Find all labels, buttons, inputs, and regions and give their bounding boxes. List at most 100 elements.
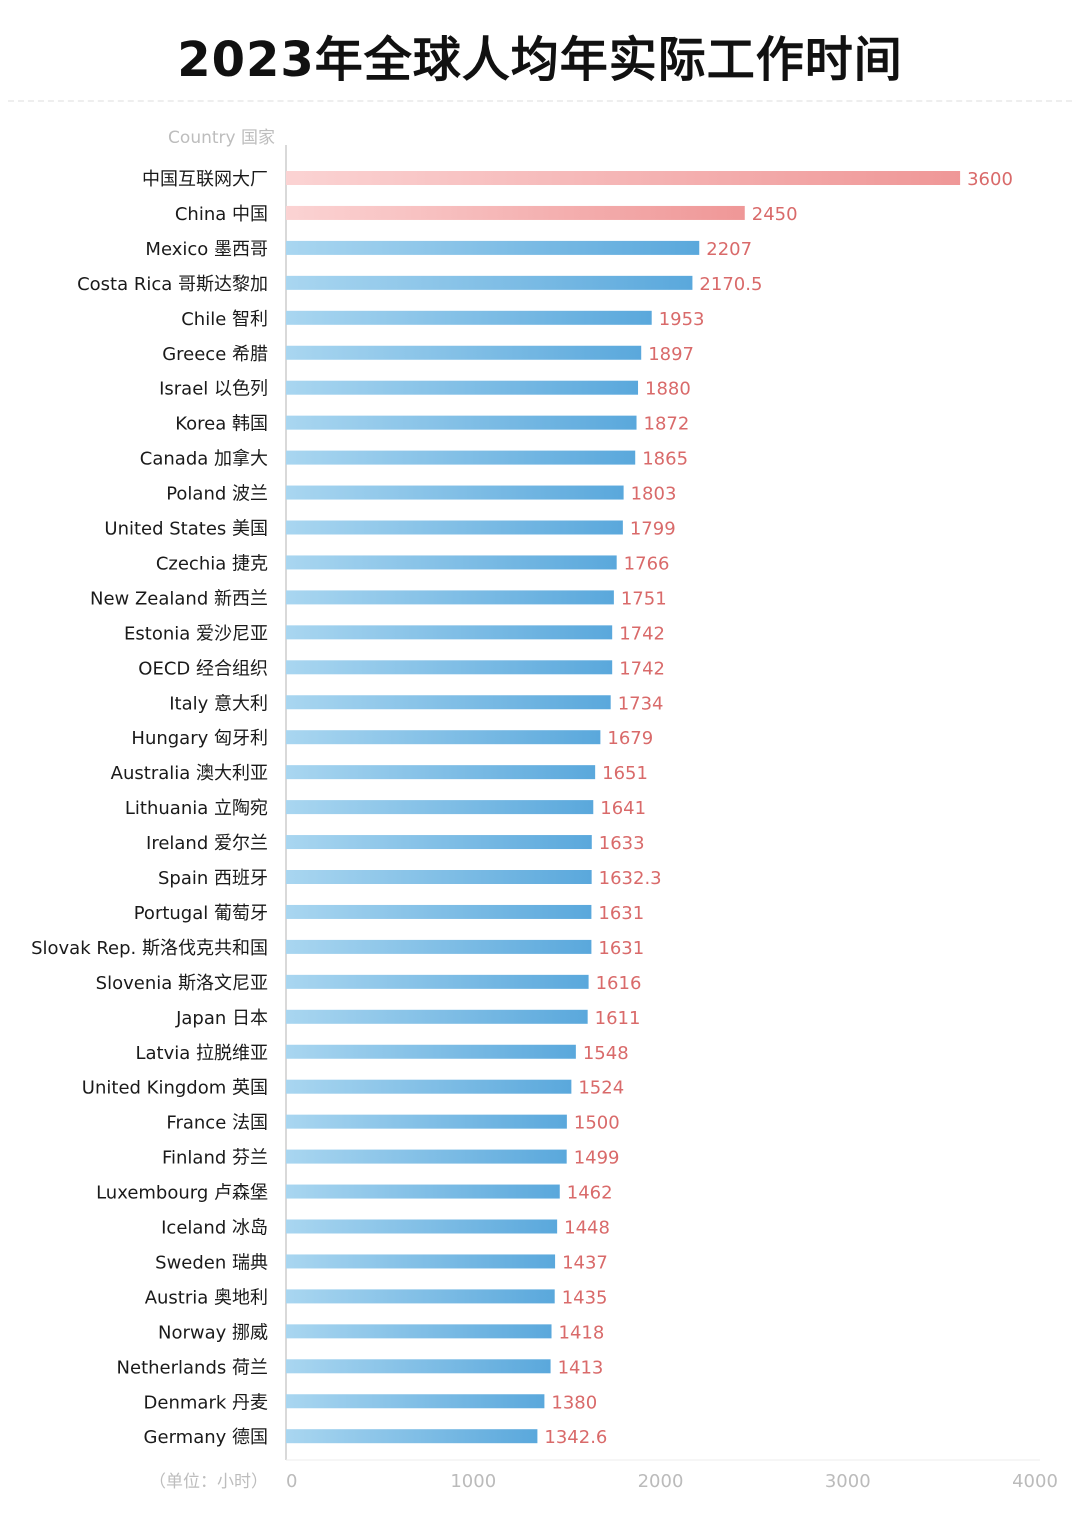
value-label: 1742 [619, 623, 665, 644]
category-label: Italy 意大利 [169, 693, 268, 714]
bar [286, 415, 637, 430]
category-label: Iceland 冰岛 [161, 1218, 268, 1239]
bar [286, 205, 745, 220]
bar [286, 625, 613, 640]
category-label: Portugal 葡萄牙 [134, 903, 268, 924]
value-label: 1880 [645, 379, 691, 400]
bar [286, 1219, 558, 1234]
bar [286, 1149, 567, 1164]
bar [286, 660, 613, 675]
category-label: Germany 德国 [144, 1427, 268, 1448]
value-label: 1766 [624, 553, 670, 574]
value-label: 3600 [967, 169, 1013, 190]
category-label: Mexico 墨西哥 [145, 239, 268, 260]
title-divider [8, 100, 1072, 102]
value-label: 2207 [706, 239, 752, 260]
value-label: 1953 [659, 309, 705, 330]
value-label: 1742 [619, 658, 665, 679]
bar [286, 1254, 556, 1269]
value-label: 1462 [567, 1183, 613, 1204]
bar [286, 1289, 555, 1304]
value-label: 1865 [642, 449, 688, 470]
category-label: Netherlands 荷兰 [117, 1357, 268, 1378]
category-label: Latvia 拉脱维亚 [135, 1043, 268, 1064]
bar [286, 695, 611, 710]
value-label: 1611 [595, 1008, 641, 1029]
bar [286, 555, 617, 570]
bar [286, 1079, 572, 1094]
value-label: 2170.5 [699, 274, 762, 295]
value-label: 1631 [598, 903, 644, 924]
bar [286, 1114, 567, 1129]
value-label: 1679 [607, 728, 653, 749]
value-label: 1524 [578, 1078, 624, 1099]
category-label: Czechia 捷克 [156, 553, 268, 574]
bar [286, 275, 693, 290]
bar [286, 1394, 545, 1409]
x-tick-label: 3000 [825, 1471, 871, 1492]
value-label: 1641 [600, 798, 646, 819]
value-label: 1799 [630, 519, 676, 540]
bar [286, 520, 623, 535]
bar [286, 835, 592, 850]
chart-title: 2023年全球人均年实际工作时间 [177, 32, 903, 88]
bar [286, 171, 961, 185]
value-label: 1437 [562, 1252, 608, 1273]
bar [286, 800, 594, 815]
value-label: 2450 [752, 204, 798, 225]
category-label: OECD 经合组织 [138, 658, 268, 679]
bar [286, 974, 589, 989]
bar [286, 1044, 576, 1059]
bar [286, 939, 592, 954]
category-label: Sweden 瑞典 [155, 1252, 268, 1273]
category-label: Chile 智利 [181, 309, 268, 330]
value-label: 1651 [602, 763, 648, 784]
value-label: 1616 [596, 973, 642, 994]
x-tick-label: 2000 [638, 1471, 684, 1492]
bar [286, 904, 592, 919]
category-label: New Zealand 新西兰 [90, 588, 268, 609]
category-label: Spain 西班牙 [158, 868, 268, 889]
bar [286, 310, 652, 325]
category-label: Costa Rica 哥斯达黎加 [77, 274, 268, 295]
category-label: Hungary 匈牙利 [131, 728, 268, 749]
x-tick-label: 1000 [450, 1471, 496, 1492]
bar [286, 730, 601, 745]
value-label: 1500 [574, 1113, 620, 1134]
bar [286, 1009, 588, 1024]
category-label: Canada 加拿大 [140, 448, 268, 470]
bar [286, 1324, 552, 1339]
category-label: 中国互联网大厂 [142, 169, 268, 190]
category-label: United States 美国 [104, 519, 268, 540]
value-label: 1803 [631, 484, 677, 505]
value-label: 1418 [559, 1322, 605, 1343]
value-label: 1872 [644, 414, 690, 435]
category-label: Norway 挪威 [158, 1322, 268, 1343]
value-label: 1448 [564, 1218, 610, 1239]
category-label: Denmark 丹麦 [144, 1392, 268, 1413]
bar [286, 240, 700, 255]
category-label: Slovak Rep. 斯洛伐克共和国 [31, 938, 268, 959]
bar [286, 485, 624, 500]
value-label: 1631 [598, 938, 644, 959]
value-label: 1499 [574, 1148, 620, 1169]
category-label: Greece 希腊 [162, 344, 268, 365]
value-label: 1633 [599, 833, 645, 854]
value-label: 1548 [583, 1043, 629, 1064]
x-tick-label: 4000 [1012, 1471, 1058, 1492]
bar [286, 765, 596, 780]
category-label: Ireland 爱尔兰 [146, 833, 268, 854]
category-label: Estonia 爱沙尼亚 [124, 623, 268, 644]
bar [286, 1429, 538, 1444]
bar [286, 1359, 551, 1374]
category-label: Luxembourg 卢森堡 [96, 1183, 268, 1204]
y-axis-title: Country 国家 [168, 128, 275, 148]
value-label: 1734 [618, 693, 664, 714]
bar [286, 345, 642, 360]
bar [286, 380, 639, 395]
category-label: United Kingdom 英国 [82, 1078, 268, 1099]
category-label: Lithuania 立陶宛 [125, 798, 268, 819]
unit-label: （单位：小时） [149, 1472, 268, 1492]
bar [286, 1184, 560, 1199]
